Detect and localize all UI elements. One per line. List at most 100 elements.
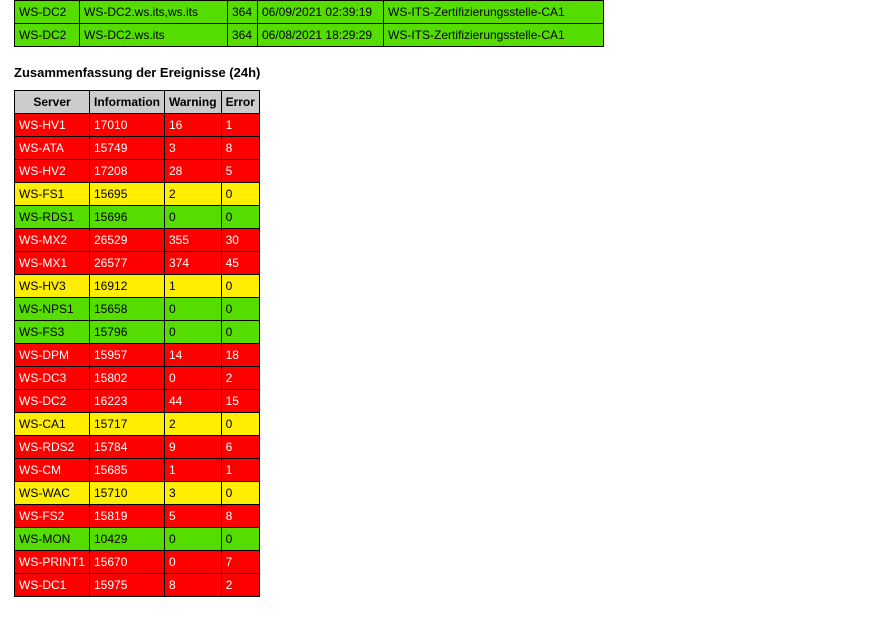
events-cell-information: 26577: [90, 252, 165, 275]
events-row: WS-HV217208285: [15, 160, 260, 183]
events-cell-error: 45: [221, 252, 259, 275]
events-row: WS-FS21581958: [15, 505, 260, 528]
cert-cell-issuer: WS-ITS-Zertifizierungsstelle-CA1: [384, 1, 604, 24]
events-cell-server: WS-DC1: [15, 574, 90, 597]
events-cell-error: 7: [221, 551, 259, 574]
events-cell-server: WS-MON: [15, 528, 90, 551]
events-cell-error: 0: [221, 321, 259, 344]
events-row: WS-HV31691210: [15, 275, 260, 298]
events-cell-information: 15696: [90, 206, 165, 229]
events-row: WS-CM1568511: [15, 459, 260, 482]
events-cell-error: 0: [221, 183, 259, 206]
events-cell-information: 15796: [90, 321, 165, 344]
events-cell-warning: 2: [165, 183, 222, 206]
events-cell-information: 15749: [90, 137, 165, 160]
events-cell-error: 15: [221, 390, 259, 413]
events-cell-server: WS-FS2: [15, 505, 90, 528]
events-cell-warning: 2: [165, 413, 222, 436]
events-cell-warning: 8: [165, 574, 222, 597]
events-cell-warning: 0: [165, 321, 222, 344]
events-cell-warning: 5: [165, 505, 222, 528]
events-header-error: Error: [221, 91, 259, 114]
events-cell-information: 15710: [90, 482, 165, 505]
certificate-table: WS-DC2WS-DC2.ws.its,ws.its36406/09/2021 …: [14, 0, 604, 47]
events-cell-server: WS-DC2: [15, 390, 90, 413]
events-cell-server: WS-NPS1: [15, 298, 90, 321]
events-cell-server: WS-CA1: [15, 413, 90, 436]
events-cell-server: WS-DPM: [15, 344, 90, 367]
events-cell-server: WS-FS1: [15, 183, 90, 206]
events-cell-information: 15975: [90, 574, 165, 597]
certificate-row: WS-DC2WS-DC2.ws.its36406/08/2021 18:29:2…: [15, 24, 604, 47]
events-cell-warning: 16: [165, 114, 222, 137]
events-cell-server: WS-ATA: [15, 137, 90, 160]
cert-cell-server: WS-DC2: [15, 1, 80, 24]
events-cell-warning: 1: [165, 275, 222, 298]
events-cell-error: 0: [221, 275, 259, 298]
events-cell-error: 0: [221, 413, 259, 436]
events-row: WS-DC2162234415: [15, 390, 260, 413]
events-cell-information: 26529: [90, 229, 165, 252]
cert-cell-timestamp: 06/09/2021 02:39:19: [258, 1, 384, 24]
events-row: WS-NPS11565800: [15, 298, 260, 321]
cert-cell-days: 364: [228, 1, 258, 24]
events-row: WS-HV117010161: [15, 114, 260, 137]
events-row: WS-FS31579600: [15, 321, 260, 344]
cert-cell-timestamp: 06/08/2021 18:29:29: [258, 24, 384, 47]
events-cell-error: 2: [221, 367, 259, 390]
events-cell-server: WS-CM: [15, 459, 90, 482]
events-cell-warning: 355: [165, 229, 222, 252]
events-cell-information: 16912: [90, 275, 165, 298]
events-row: WS-PRINT11567007: [15, 551, 260, 574]
events-cell-error: 0: [221, 482, 259, 505]
events-header-server: Server: [15, 91, 90, 114]
events-header-information: Information: [90, 91, 165, 114]
cert-cell-server: WS-DC2: [15, 24, 80, 47]
events-cell-information: 15802: [90, 367, 165, 390]
events-row: WS-MX12657737445: [15, 252, 260, 275]
events-cell-warning: 3: [165, 137, 222, 160]
events-cell-information: 15658: [90, 298, 165, 321]
events-table: Server Information Warning Error WS-HV11…: [14, 90, 260, 597]
events-cell-information: 17208: [90, 160, 165, 183]
events-cell-error: 1: [221, 459, 259, 482]
cert-cell-issuer: WS-ITS-Zertifizierungsstelle-CA1: [384, 24, 604, 47]
events-cell-information: 17010: [90, 114, 165, 137]
events-cell-warning: 0: [165, 206, 222, 229]
events-cell-warning: 3: [165, 482, 222, 505]
certificate-row: WS-DC2WS-DC2.ws.its,ws.its36406/09/2021 …: [15, 1, 604, 24]
events-cell-error: 8: [221, 137, 259, 160]
events-header-row: Server Information Warning Error: [15, 91, 260, 114]
events-cell-error: 8: [221, 505, 259, 528]
events-cell-error: 0: [221, 528, 259, 551]
events-cell-server: WS-MX1: [15, 252, 90, 275]
events-cell-warning: 0: [165, 298, 222, 321]
events-cell-error: 18: [221, 344, 259, 367]
events-row: WS-DC11597582: [15, 574, 260, 597]
events-row: WS-MON1042900: [15, 528, 260, 551]
events-cell-server: WS-RDS2: [15, 436, 90, 459]
events-cell-error: 2: [221, 574, 259, 597]
events-row: WS-CA11571720: [15, 413, 260, 436]
events-cell-error: 5: [221, 160, 259, 183]
events-row: WS-ATA1574938: [15, 137, 260, 160]
events-cell-error: 6: [221, 436, 259, 459]
events-row: WS-DC31580202: [15, 367, 260, 390]
events-cell-server: WS-WAC: [15, 482, 90, 505]
events-cell-information: 15685: [90, 459, 165, 482]
events-row: WS-MX22652935530: [15, 229, 260, 252]
events-cell-server: WS-DC3: [15, 367, 90, 390]
events-header-warning: Warning: [165, 91, 222, 114]
events-cell-server: WS-HV2: [15, 160, 90, 183]
events-cell-warning: 0: [165, 528, 222, 551]
events-cell-information: 15695: [90, 183, 165, 206]
events-cell-warning: 28: [165, 160, 222, 183]
events-row: WS-DPM159571418: [15, 344, 260, 367]
events-row: WS-RDS21578496: [15, 436, 260, 459]
events-cell-information: 15784: [90, 436, 165, 459]
cert-cell-days: 364: [228, 24, 258, 47]
cert-cell-name: WS-DC2.ws.its,ws.its: [80, 1, 228, 24]
events-row: WS-FS11569520: [15, 183, 260, 206]
events-cell-warning: 9: [165, 436, 222, 459]
events-cell-server: WS-MX2: [15, 229, 90, 252]
